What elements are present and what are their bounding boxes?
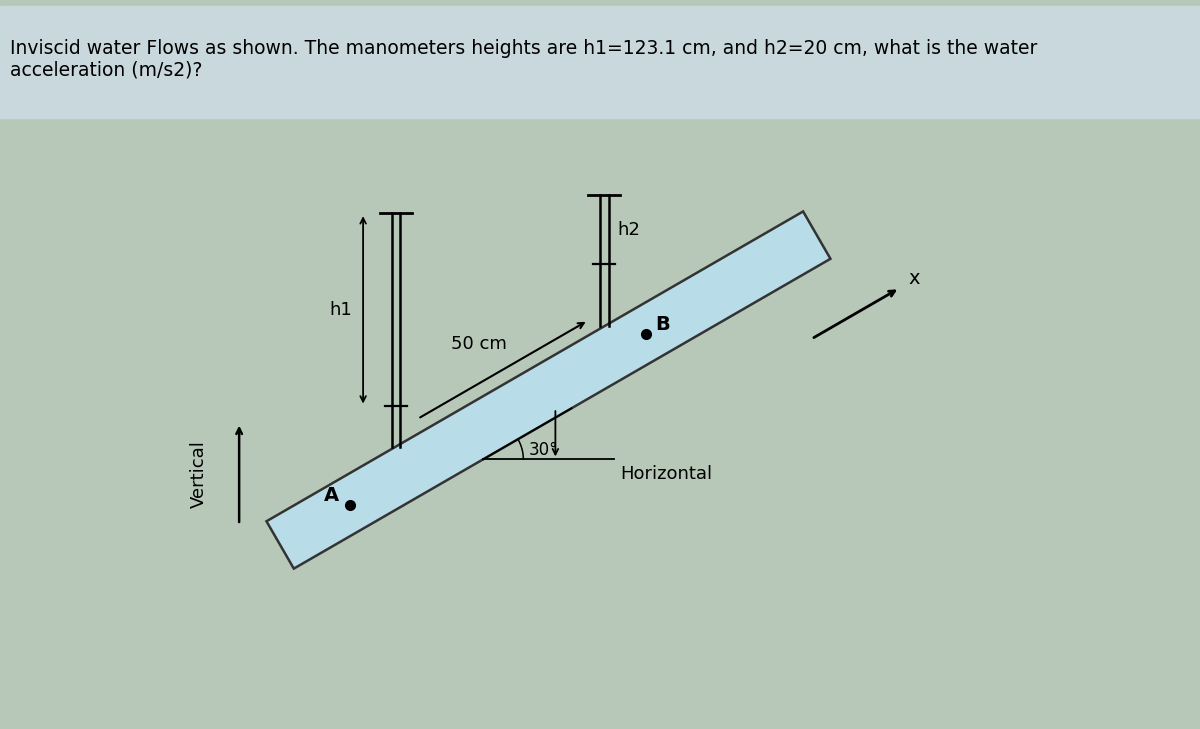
Polygon shape bbox=[266, 211, 830, 569]
Text: h2: h2 bbox=[617, 221, 641, 238]
Text: Horizontal: Horizontal bbox=[620, 465, 713, 483]
Text: 30°: 30° bbox=[528, 441, 558, 459]
Text: 50 cm: 50 cm bbox=[451, 335, 506, 353]
Text: h1: h1 bbox=[330, 301, 353, 319]
Text: x: x bbox=[908, 269, 920, 288]
Text: A: A bbox=[324, 486, 340, 505]
Text: B: B bbox=[655, 315, 670, 334]
Text: Vertical: Vertical bbox=[190, 440, 208, 508]
Text: Inviscid water Flows as shown. The manometers heights are h1=123.1 cm, and h2=20: Inviscid water Flows as shown. The manom… bbox=[10, 39, 1037, 80]
